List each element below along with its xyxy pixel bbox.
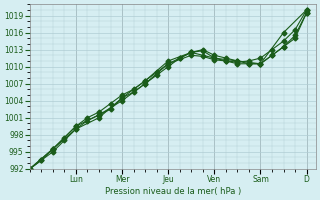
X-axis label: Pression niveau de la mer( hPa ): Pression niveau de la mer( hPa ): [105, 187, 241, 196]
